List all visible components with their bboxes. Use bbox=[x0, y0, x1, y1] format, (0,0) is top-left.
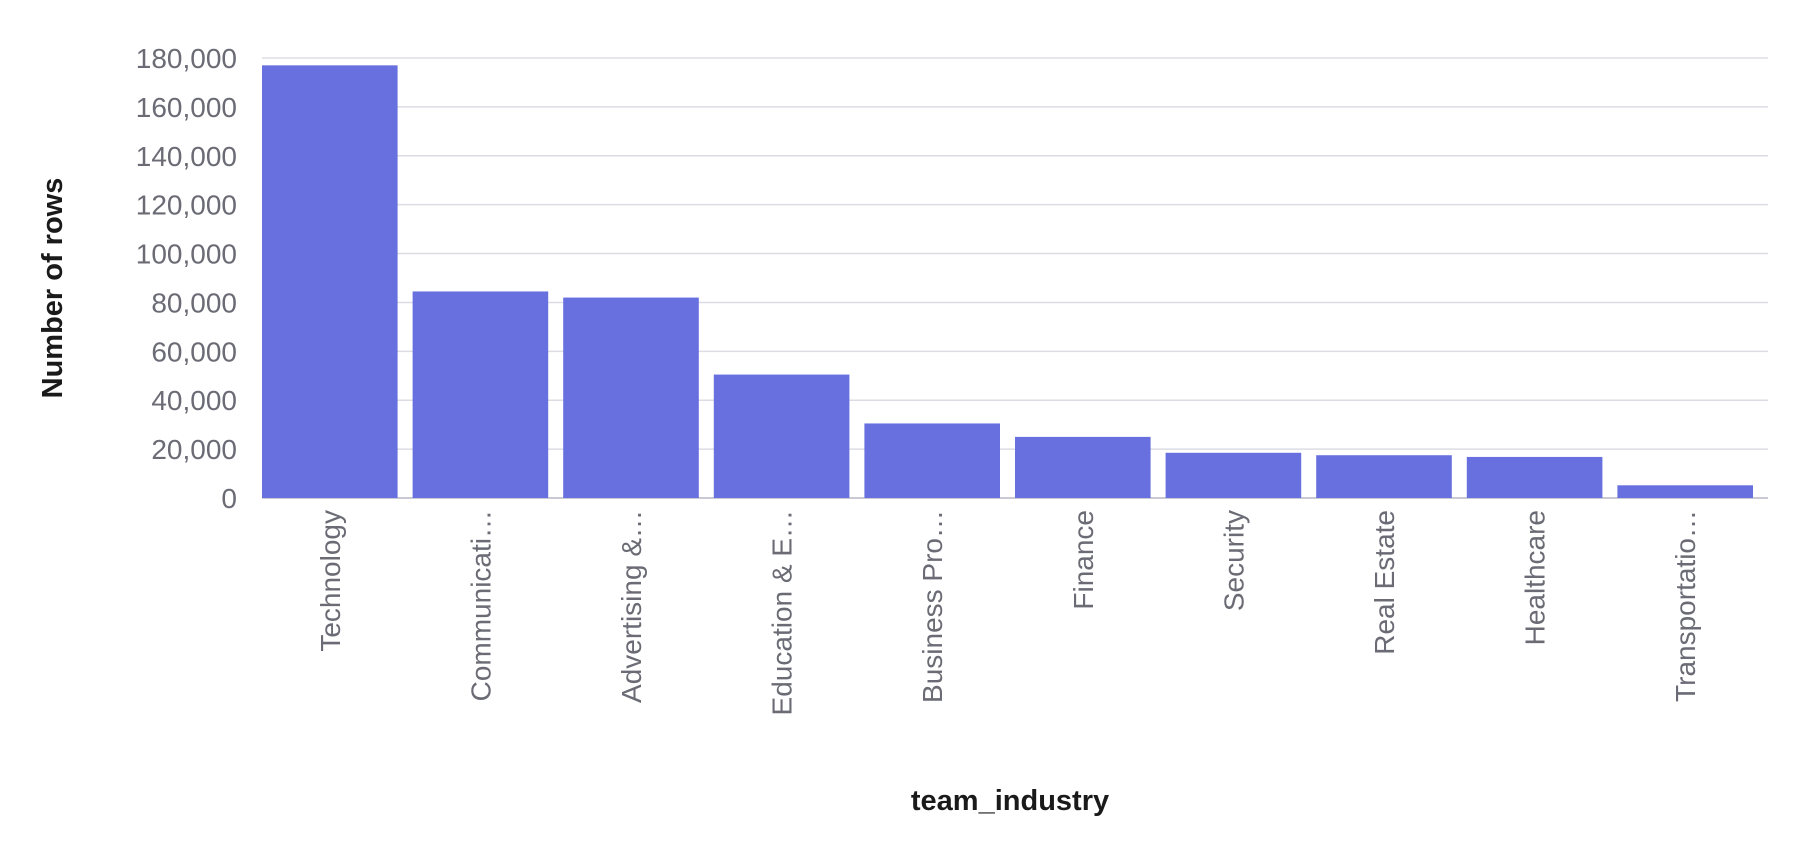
x-tick-label: Technology bbox=[315, 510, 346, 652]
x-tick-label: Finance bbox=[1068, 510, 1099, 610]
y-tick-label: 40,000 bbox=[151, 385, 237, 416]
x-tick-label: Healthcare bbox=[1520, 510, 1551, 645]
y-tick-label: 180,000 bbox=[136, 43, 237, 74]
bar[interactable] bbox=[1316, 455, 1452, 498]
x-tick-label: Education & E… bbox=[767, 510, 798, 715]
bar[interactable] bbox=[1015, 436, 1151, 498]
bar[interactable] bbox=[1617, 485, 1753, 498]
x-tick-label: Advertising &… bbox=[616, 510, 647, 703]
bar[interactable] bbox=[713, 374, 850, 498]
x-axis-title: team_industry bbox=[911, 785, 1109, 817]
bar[interactable] bbox=[563, 297, 699, 498]
y-tick-label: 140,000 bbox=[136, 141, 237, 172]
x-tick-label: Transportatio… bbox=[1670, 510, 1701, 702]
bars bbox=[262, 65, 1753, 498]
y-axis-ticks: 0 20,000 40,000 60,000 80,000 100,000 120,000 1… bbox=[136, 43, 237, 514]
y-tick-label: 120,000 bbox=[136, 190, 237, 221]
x-axis-ticks: Technology Communicati… Advertising &… Educ… bbox=[315, 510, 1701, 715]
y-tick-label: 100,000 bbox=[136, 239, 237, 270]
bar[interactable] bbox=[262, 65, 398, 498]
bar[interactable] bbox=[412, 291, 549, 498]
bar[interactable] bbox=[1466, 456, 1603, 498]
x-tick-label: Business Pro… bbox=[917, 510, 948, 703]
bar[interactable] bbox=[864, 423, 1000, 498]
x-tick-label: Security bbox=[1218, 510, 1249, 611]
y-tick-label: 0 bbox=[221, 483, 237, 514]
x-tick-label: Communicati… bbox=[465, 510, 496, 701]
bar[interactable] bbox=[1165, 452, 1302, 498]
y-tick-label: 20,000 bbox=[151, 434, 237, 465]
y-tick-label: 80,000 bbox=[151, 287, 237, 318]
y-tick-label: 160,000 bbox=[136, 92, 237, 123]
y-axis-title: Number of rows bbox=[37, 178, 69, 399]
x-tick-label: Real Estate bbox=[1369, 510, 1400, 655]
y-tick-label: 60,000 bbox=[151, 336, 237, 367]
